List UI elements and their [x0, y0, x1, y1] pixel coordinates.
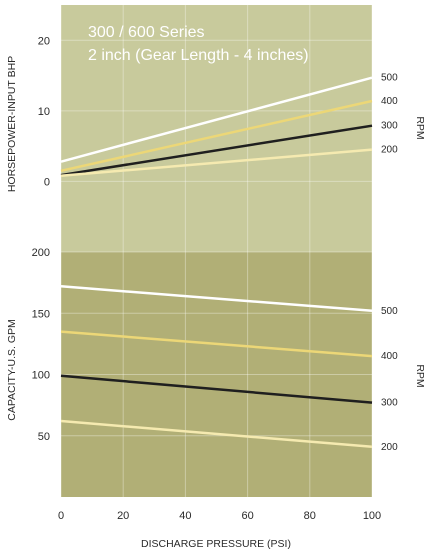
capacity-plot-area	[61, 252, 372, 497]
horsepower-panel: 300 / 600 Series 2 inch (Gear Length - 4…	[6, 5, 426, 252]
capacity-rpm-axis-title: RPM	[414, 364, 426, 387]
y-tick-label: 150	[32, 308, 50, 320]
horsepower-grid	[60, 5, 373, 252]
rpm-label: 500	[381, 73, 398, 84]
series-line-rpm-300	[60, 374, 373, 404]
x-tick-label: 100	[363, 510, 381, 522]
x-tick-label: 80	[304, 510, 316, 522]
rpm-label: 200	[381, 145, 398, 156]
horsepower-y-axis-title: HORSEPOWER-INPUT BHP	[6, 56, 18, 192]
x-tick-label: 40	[179, 510, 191, 522]
rpm-label: 200	[381, 442, 398, 453]
y-tick-label: 20	[38, 35, 50, 47]
rpm-label: 400	[381, 96, 398, 107]
x-tick-label: 20	[117, 510, 129, 522]
y-tick-label: 100	[32, 370, 50, 382]
rpm-label: 500	[381, 306, 398, 317]
x-tick-label: 60	[241, 510, 253, 522]
capacity-series-lines	[60, 285, 373, 449]
horsepower-rpm-axis-title: RPM	[414, 116, 426, 139]
capacity-panel: 50 100 150 200 0 20 40 60 80 100 500 400 300 200 CA…	[6, 247, 426, 550]
series-line-rpm-500	[60, 285, 373, 313]
rpm-label: 300	[381, 121, 398, 132]
capacity-y-tick-labels: 50 100 150 200	[32, 247, 50, 443]
x-axis-title: DISCHARGE PRESSURE (PSI)	[141, 538, 291, 550]
rpm-label: 400	[381, 351, 398, 362]
series-line-rpm-200	[60, 148, 373, 178]
capacity-y-axis-title: CAPACITY-U.S. GPM	[6, 319, 18, 421]
horsepower-y-tick-labels: 0 10 20	[38, 35, 50, 188]
y-tick-label: 0	[44, 176, 50, 188]
chart-title: 300 / 600 Series	[88, 24, 205, 41]
capacity-rpm-labels: 500 400 300 200	[381, 306, 398, 453]
series-line-rpm-200	[60, 419, 373, 449]
rpm-label: 300	[381, 398, 398, 409]
x-tick-labels: 0 20 40 60 80 100	[58, 510, 381, 522]
series-line-rpm-400	[60, 99, 373, 173]
x-tick-label: 0	[58, 510, 64, 522]
y-tick-label: 50	[38, 431, 50, 443]
y-tick-label: 10	[38, 106, 50, 118]
series-line-rpm-400	[60, 330, 373, 358]
horsepower-rpm-labels: 500 400 300 200	[381, 73, 398, 156]
horsepower-series-lines	[60, 76, 373, 178]
capacity-grid	[60, 251, 373, 497]
chart-subtitle: 2 inch (Gear Length - 4 inches)	[88, 47, 309, 64]
y-tick-label: 200	[32, 247, 50, 259]
horsepower-plot-area	[61, 5, 372, 252]
series-line-rpm-300	[60, 124, 373, 177]
series-line-rpm-500	[60, 76, 373, 163]
